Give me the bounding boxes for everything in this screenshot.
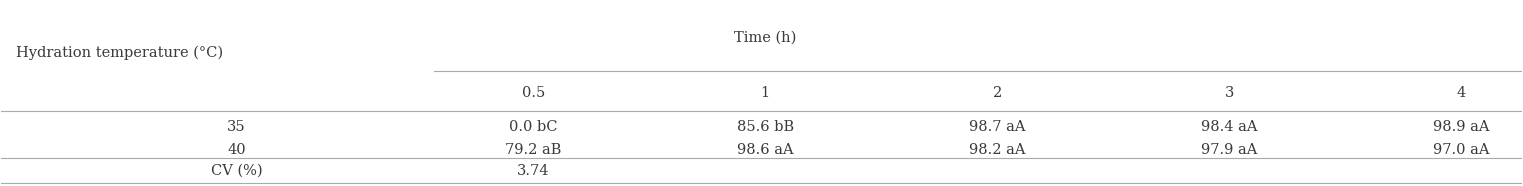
- Text: 0.5: 0.5: [522, 86, 545, 100]
- Text: 3: 3: [1224, 86, 1234, 100]
- Text: 98.2 aA: 98.2 aA: [969, 143, 1025, 157]
- Text: 3.74: 3.74: [516, 163, 550, 177]
- Text: 0.0 bC: 0.0 bC: [509, 120, 557, 134]
- Text: 85.6 bB: 85.6 bB: [737, 120, 793, 134]
- Text: 98.9 aA: 98.9 aA: [1433, 120, 1489, 134]
- Text: CV (%): CV (%): [210, 163, 262, 177]
- Text: 40: 40: [227, 143, 245, 157]
- Text: 97.9 aA: 97.9 aA: [1202, 143, 1258, 157]
- Text: 79.2 aB: 79.2 aB: [506, 143, 562, 157]
- Text: 98.7 aA: 98.7 aA: [969, 120, 1025, 134]
- Text: 4: 4: [1458, 86, 1467, 100]
- Text: 97.0 aA: 97.0 aA: [1433, 143, 1489, 157]
- Text: 35: 35: [227, 120, 245, 134]
- Text: 1: 1: [762, 86, 769, 100]
- Text: 98.6 aA: 98.6 aA: [737, 143, 793, 157]
- Text: 2: 2: [993, 86, 1002, 100]
- Text: 98.4 aA: 98.4 aA: [1202, 120, 1258, 134]
- Text: Time (h): Time (h): [734, 31, 797, 45]
- Text: Hydration temperature (°C): Hydration temperature (°C): [15, 45, 222, 60]
